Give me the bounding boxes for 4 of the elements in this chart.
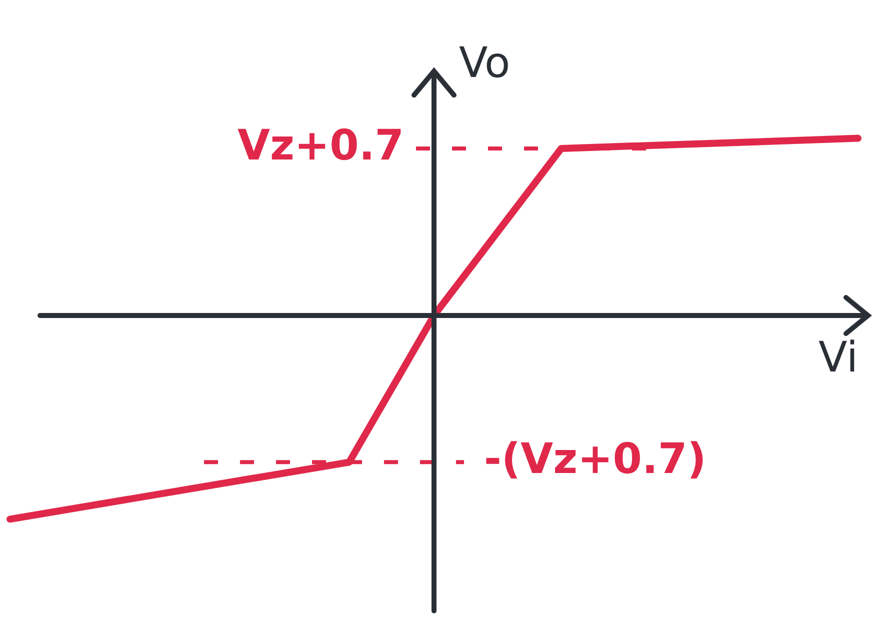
y-axis-title: Vo — [459, 38, 510, 88]
ref-line-label: Vz+0.7 — [237, 120, 404, 170]
x-axis-title: Vi — [818, 332, 858, 382]
ref-line-label: -(Vz+0.7) — [484, 434, 706, 484]
